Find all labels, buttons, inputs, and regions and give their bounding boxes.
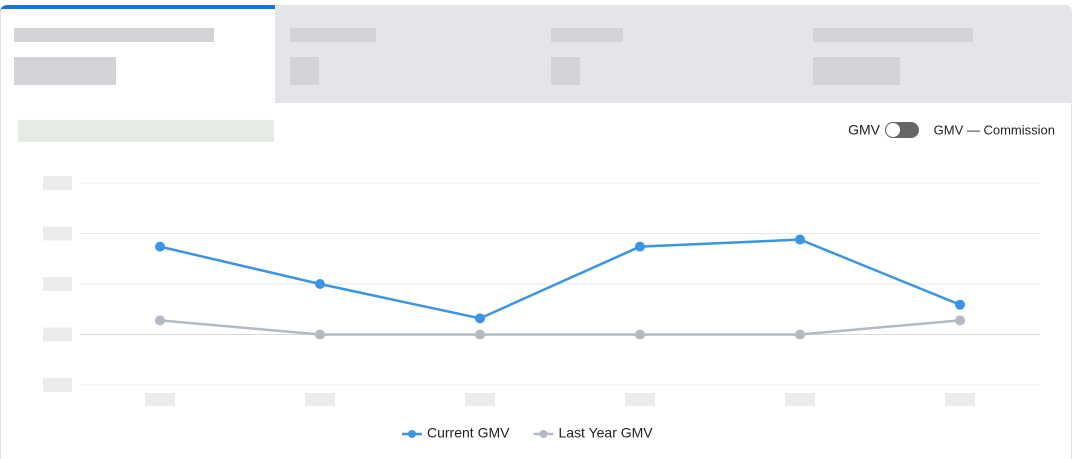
blurred-x-label bbox=[785, 393, 815, 406]
data-point bbox=[315, 279, 325, 289]
blurred-y-label bbox=[43, 226, 72, 241]
blurred-y-label bbox=[43, 277, 72, 291]
active-tab-indicator[interactable] bbox=[0, 5, 275, 13]
toggle-label: GMV — Commission bbox=[934, 122, 1055, 137]
data-point bbox=[955, 315, 965, 326]
blurred-x-label bbox=[625, 393, 655, 406]
series-line bbox=[159, 238, 961, 320]
data-point bbox=[635, 329, 645, 340]
blurred-x-label bbox=[305, 393, 335, 406]
legend-label: Current GMV bbox=[427, 425, 510, 441]
blurred-x-label bbox=[145, 393, 175, 406]
data-point bbox=[475, 329, 485, 340]
data-point bbox=[315, 329, 325, 340]
blurred-y-label bbox=[43, 327, 72, 342]
blurred-y-label bbox=[43, 378, 72, 392]
data-point bbox=[795, 329, 805, 340]
data-point bbox=[795, 234, 805, 245]
data-point bbox=[955, 299, 965, 310]
legend-label: Last Year GMV bbox=[558, 425, 653, 441]
toggle-knob[interactable] bbox=[885, 122, 901, 138]
blurred-x-label bbox=[945, 393, 975, 406]
toggle-switch[interactable] bbox=[885, 122, 919, 138]
toggle-label: GMV bbox=[848, 122, 881, 138]
data-point bbox=[155, 241, 165, 252]
blurred-x-label bbox=[465, 393, 495, 406]
data-point bbox=[475, 313, 485, 324]
series-line bbox=[159, 319, 961, 336]
data-point bbox=[635, 241, 645, 252]
tab-bar bbox=[275, 5, 1072, 103]
legend-swatch-dot bbox=[408, 430, 416, 438]
blurred-tab-text bbox=[14, 28, 973, 142]
legend-swatch-dot bbox=[539, 430, 548, 438]
data-point bbox=[155, 315, 165, 326]
blurred-y-label bbox=[43, 176, 72, 190]
